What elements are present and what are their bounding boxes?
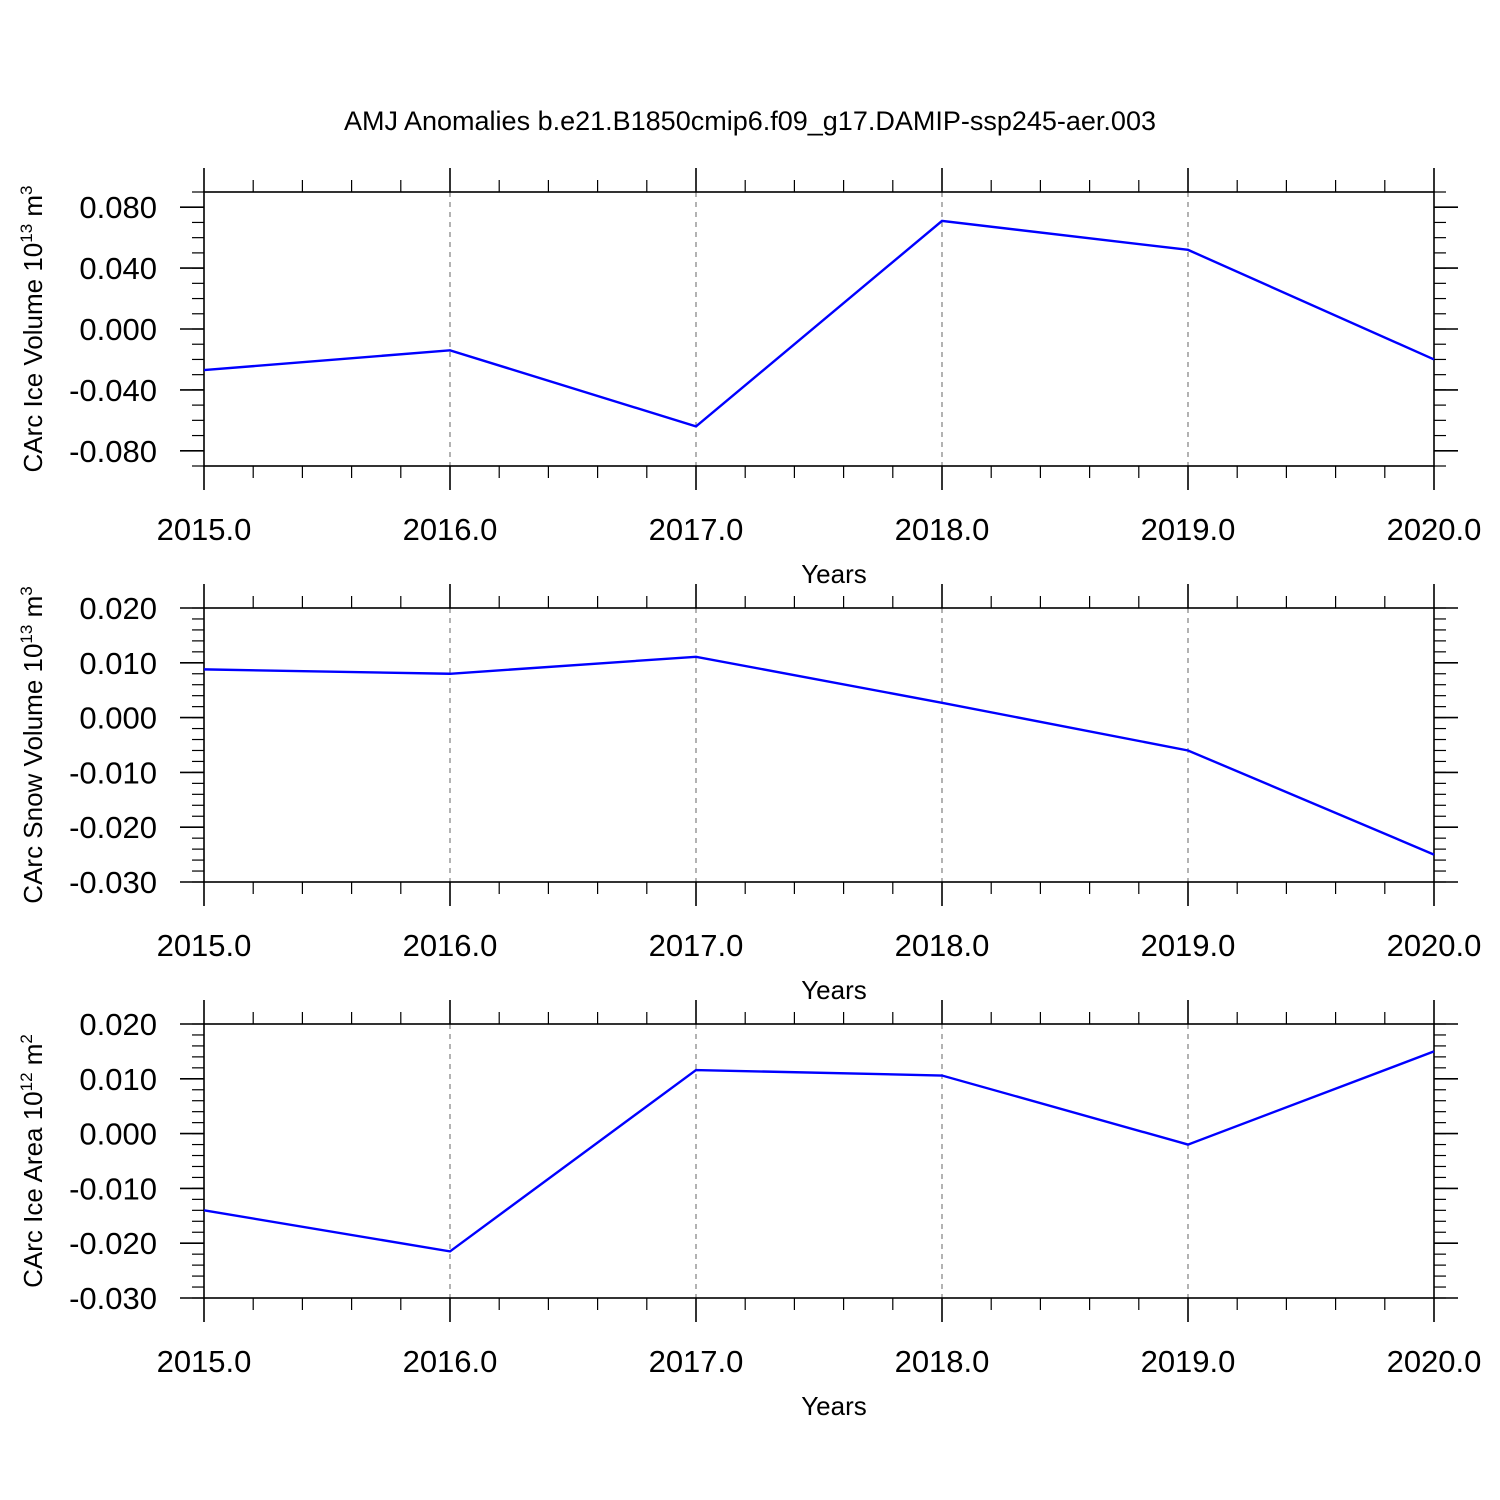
x-tick-label: 2015.0 [157, 512, 252, 547]
x-tick-label: 2020.0 [1387, 512, 1482, 547]
y-tick-label: -0.040 [69, 373, 157, 408]
y-axis-label: CArc Ice Volume 1013 m3 [17, 185, 48, 472]
x-tick-label: 2015.0 [157, 1344, 252, 1379]
y-tick-label: -0.030 [69, 865, 157, 900]
y-tick-label: 0.010 [79, 1062, 157, 1097]
x-tick-label: 2018.0 [895, 512, 990, 547]
y-tick-label: 0.020 [79, 1007, 157, 1042]
panels: 2015.0 2016.0 2017.0 2018.0 2019.0 2020.0 Year… [17, 168, 1481, 1421]
y-tick-label: -0.010 [69, 755, 157, 790]
y-tick-label: 0.000 [79, 701, 157, 736]
x-tick-label: 2019.0 [1141, 512, 1236, 547]
x-axis-label: Years [801, 1391, 867, 1421]
x-tick-label: 2018.0 [895, 928, 990, 963]
y-tick-label: 0.080 [79, 190, 157, 225]
y-axis-label: CArc Snow Volume 1013 m3 [17, 586, 48, 903]
y-tick-label: 0.010 [79, 646, 157, 681]
x-tick-label: 2020.0 [1387, 928, 1482, 963]
chart-panel-1: 2015.0 2016.0 2017.0 2018.0 2019.0 2020.0 Year… [17, 168, 1481, 589]
y-tick-label: -0.020 [69, 810, 157, 845]
x-tick-label: 2016.0 [403, 928, 498, 963]
y-tick-label: -0.080 [69, 434, 157, 469]
y-tick-label: -0.030 [69, 1281, 157, 1316]
y-tick-label: -0.010 [69, 1171, 157, 1206]
series-line [203, 655, 1435, 856]
x-tick-label: 2020.0 [1387, 1344, 1482, 1379]
y-tick-label: -0.020 [69, 1226, 157, 1261]
plot-frame [203, 607, 1435, 883]
x-axis-label: Years [801, 975, 867, 1005]
x-tick-label: 2019.0 [1141, 1344, 1236, 1379]
series-line [203, 219, 1435, 428]
x-tick-label: 2016.0 [403, 1344, 498, 1379]
x-tick-label: 2019.0 [1141, 928, 1236, 963]
x-tick-label: 2018.0 [895, 1344, 990, 1379]
x-tick-label: 2017.0 [649, 928, 744, 963]
chart-panel-3: 2015.0 2016.0 2017.0 2018.0 2019.0 2020.0 Year… [17, 1000, 1481, 1421]
plot-frame [203, 191, 1435, 467]
y-tick-label: 0.040 [79, 251, 157, 286]
y-tick-label: 0.000 [79, 312, 157, 347]
y-tick-label: 0.000 [79, 1117, 157, 1152]
plot-frame [203, 1023, 1435, 1299]
y-tick-label: 0.020 [79, 591, 157, 626]
x-tick-label: 2017.0 [649, 1344, 744, 1379]
x-tick-label: 2017.0 [649, 512, 744, 547]
x-tick-label: 2015.0 [157, 928, 252, 963]
series-line [203, 1050, 1435, 1253]
x-axis-label: Years [801, 559, 867, 589]
chart-panel-2: 2015.0 2016.0 2017.0 2018.0 2019.0 2020.0 Year… [17, 584, 1481, 1005]
y-axis-label: CArc Ice Area 1012 m2 [17, 1034, 48, 1288]
x-tick-label: 2016.0 [403, 512, 498, 547]
figure-title: AMJ Anomalies b.e21.B1850cmip6.f09_g17.D… [344, 106, 1156, 136]
